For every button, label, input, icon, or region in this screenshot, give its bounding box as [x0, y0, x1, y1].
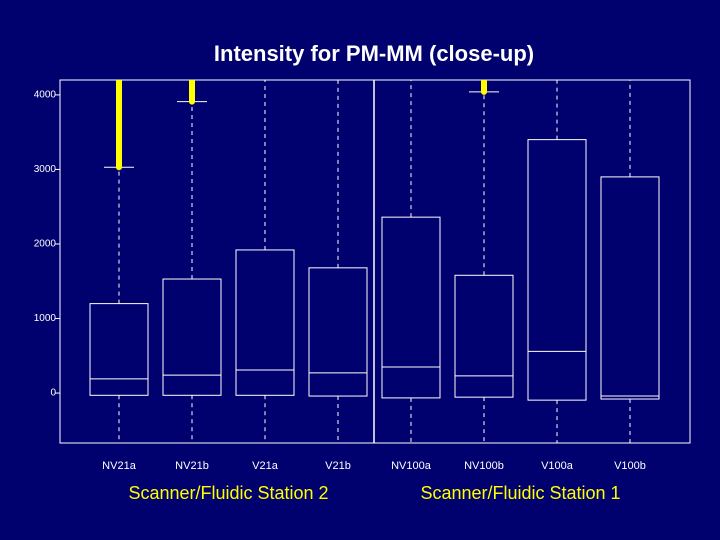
box: [527, 139, 587, 401]
outliers: [481, 80, 487, 92]
box: [600, 176, 660, 400]
outliers: [189, 80, 195, 102]
box: [235, 249, 295, 396]
x-tick-label: V21b: [325, 460, 351, 472]
y-tick-label: 4000: [34, 90, 57, 101]
x-tick-label: V21a: [252, 460, 279, 472]
y-tick-label: 0: [50, 388, 56, 399]
box: [381, 216, 441, 399]
box: [454, 274, 514, 398]
group-label: Scanner/Fluidic Station 2: [128, 483, 328, 503]
x-tick-label: NV100b: [464, 460, 504, 472]
box: [89, 303, 149, 396]
outlier-point: [116, 164, 122, 171]
plot-frame: [59, 79, 691, 444]
y-tick-label: 2000: [34, 239, 57, 250]
y-tick-label: 1000: [34, 313, 57, 324]
x-tick-label: NV21b: [175, 460, 209, 472]
outlier-point: [481, 88, 487, 95]
chart-title: Intensity for PM-MM (close-up): [214, 41, 534, 66]
group-label: Scanner/Fluidic Station 1: [420, 483, 620, 503]
x-tick-label: NV21a: [102, 460, 137, 472]
outlier-point: [189, 98, 195, 105]
box: [162, 278, 222, 396]
box: [308, 267, 368, 397]
x-tick-label: V100b: [614, 460, 646, 472]
y-tick-label: 3000: [34, 164, 57, 175]
x-tick-label: NV100a: [391, 460, 432, 472]
x-tick-label: V100a: [541, 460, 574, 472]
outliers: [116, 80, 122, 168]
